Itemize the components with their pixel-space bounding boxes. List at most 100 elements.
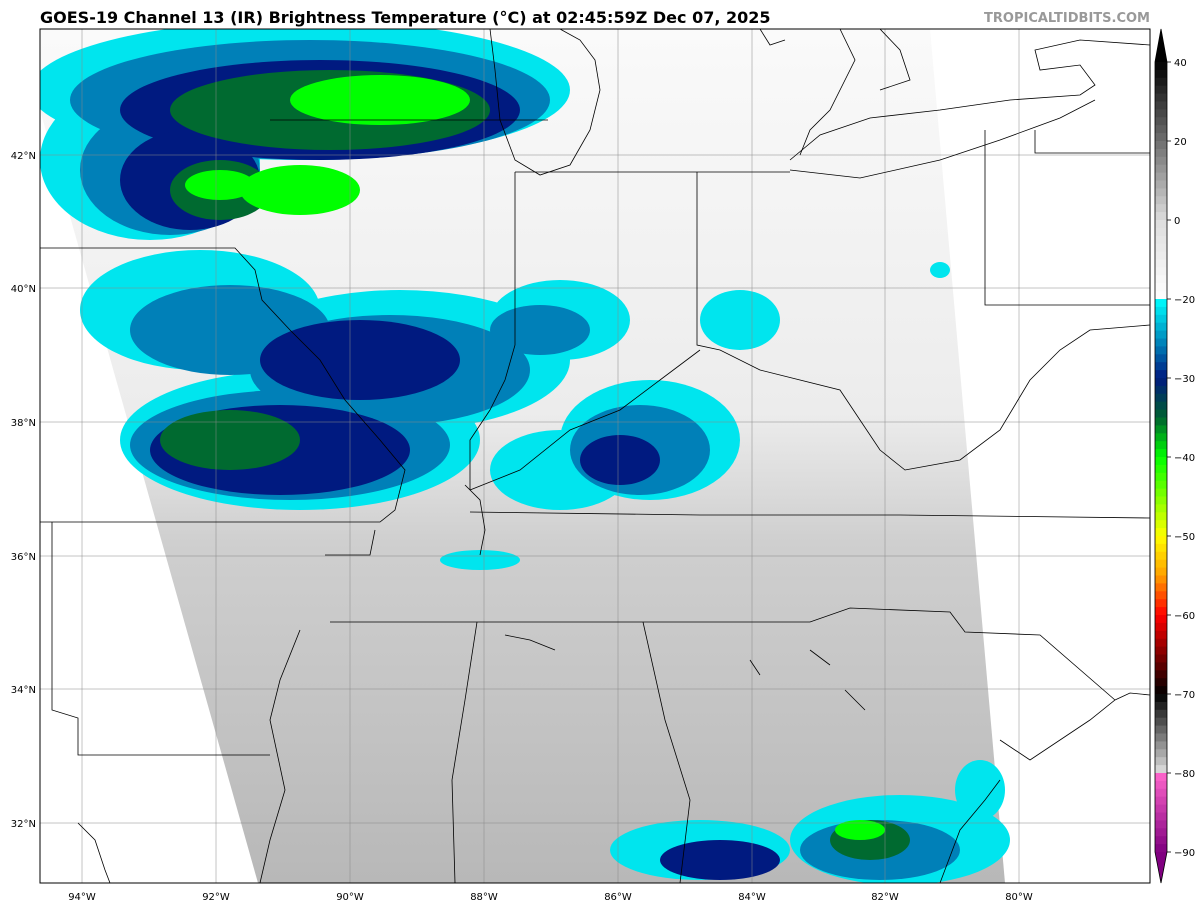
colorbar-segment bbox=[1155, 117, 1167, 126]
colorbar-segment bbox=[1155, 607, 1167, 616]
colorbar-segment bbox=[1155, 757, 1167, 766]
axis-labels: 94°W 92°W 90°W 88°W 86°W 84°W 82°W 80°W 42°N 40°N… bbox=[11, 151, 1033, 903]
colorbar-segment bbox=[1155, 93, 1167, 102]
colorbar-segment bbox=[1155, 291, 1167, 300]
colorbar-segment bbox=[1155, 354, 1167, 363]
colorbar-segment bbox=[1155, 496, 1167, 505]
longitude-label: 88°W bbox=[470, 892, 498, 903]
longitude-label: 94°W bbox=[68, 892, 96, 903]
colorbar-segment bbox=[1155, 536, 1167, 545]
cloud-blob bbox=[490, 305, 590, 355]
cloud-blob bbox=[580, 435, 660, 485]
colorbar-segment bbox=[1155, 528, 1167, 537]
colorbar-segment bbox=[1155, 622, 1167, 632]
colorbar-segment bbox=[1155, 662, 1167, 671]
latitude-label: 38°N bbox=[11, 418, 36, 429]
colorbar-segment bbox=[1155, 433, 1167, 442]
colorbar-segment bbox=[1155, 836, 1167, 845]
colorbar-segment bbox=[1155, 401, 1167, 411]
colorbar-segment bbox=[1155, 599, 1167, 608]
colorbar-segment bbox=[1155, 717, 1167, 727]
colorbar-segment bbox=[1155, 85, 1167, 95]
cloud-blob bbox=[660, 840, 780, 880]
colorbar-segment bbox=[1155, 306, 1167, 316]
cloud-blob bbox=[240, 165, 360, 215]
colorbar-segment bbox=[1155, 812, 1167, 821]
colorbar-segment bbox=[1155, 543, 1167, 553]
state-border bbox=[451, 621, 691, 883]
colorbar-segment bbox=[1155, 125, 1167, 134]
colorbar-segment bbox=[1155, 156, 1167, 166]
colorbar-segment bbox=[1155, 670, 1167, 679]
state-border bbox=[696, 172, 1150, 471]
colorbar-segment bbox=[1155, 227, 1167, 237]
colorbar-segment bbox=[1155, 188, 1167, 197]
lake-huron-coast bbox=[759, 29, 911, 156]
colorbar: 40 20 0 −20 −30 −40 −50 −60 −70 −80 −90 bbox=[1154, 28, 1195, 884]
cloud-blob bbox=[955, 760, 1005, 820]
colorbar-segment bbox=[1155, 275, 1167, 284]
colorbar-segment bbox=[1155, 512, 1167, 521]
map-title: GOES-19 Channel 13 (IR) Brightness Tempe… bbox=[40, 8, 771, 27]
boundaries bbox=[40, 29, 1150, 883]
colorbar-segment bbox=[1155, 322, 1167, 332]
colorbar-segment bbox=[1155, 630, 1167, 640]
colorbar-segment bbox=[1155, 259, 1167, 268]
colorbar-segment bbox=[1155, 709, 1167, 719]
colorbar-tick-label: −50 bbox=[1174, 532, 1195, 543]
colorbar-segment bbox=[1155, 393, 1167, 403]
latitude-label: 42°N bbox=[11, 151, 36, 162]
colorbar-segment bbox=[1155, 583, 1167, 592]
cloud-blob bbox=[930, 262, 950, 278]
colorbar-segment bbox=[1155, 457, 1167, 466]
cloud-blob bbox=[440, 550, 520, 570]
colorbar-segment bbox=[1155, 615, 1167, 624]
colorbar-segment bbox=[1155, 765, 1167, 774]
colorbar-tick-label: −60 bbox=[1174, 611, 1195, 622]
colorbar-segment bbox=[1155, 235, 1167, 245]
tennessee-kentucky-lakes bbox=[464, 484, 866, 711]
colorbar-segment bbox=[1155, 773, 1167, 782]
mississippi-river bbox=[259, 629, 301, 883]
colorbar-segment bbox=[1155, 575, 1167, 584]
cloud-features bbox=[40, 29, 1010, 883]
colorbar-segment bbox=[1155, 101, 1167, 110]
colorbar-segment bbox=[1155, 172, 1167, 181]
colorbar-segment bbox=[1155, 314, 1167, 324]
latitude-label: 40°N bbox=[11, 284, 36, 295]
colorbar-segment bbox=[1155, 299, 1167, 308]
cloud-blob bbox=[290, 75, 470, 125]
longitude-label: 84°W bbox=[738, 892, 766, 903]
colorbar-segment bbox=[1155, 330, 1167, 339]
longitude-label: 90°W bbox=[336, 892, 364, 903]
colorbar-segment bbox=[1155, 788, 1167, 798]
colorbar-segment bbox=[1155, 164, 1167, 174]
colorbar-segment bbox=[1155, 780, 1167, 790]
colorbar-segment bbox=[1155, 504, 1167, 513]
coastline bbox=[77, 692, 1150, 883]
gridlines bbox=[40, 29, 1150, 883]
colorbar-segment bbox=[1155, 804, 1167, 813]
colorbar-tick-label: −90 bbox=[1174, 848, 1195, 859]
colorbar-segment bbox=[1155, 646, 1167, 655]
watermark: TROPICALTIDBITS.COM bbox=[984, 11, 1150, 26]
latitude-label: 34°N bbox=[11, 685, 36, 696]
colorbar-segment bbox=[1155, 267, 1167, 276]
cloud-blob bbox=[260, 320, 460, 400]
colorbar-segment bbox=[1155, 425, 1167, 434]
colorbar-segment bbox=[1155, 385, 1167, 395]
colorbar-segment bbox=[1155, 133, 1167, 142]
colorbar-segment bbox=[1155, 749, 1167, 758]
colorbar-max-arrow bbox=[1155, 29, 1167, 62]
colorbar-segment bbox=[1155, 678, 1167, 687]
colorbar-tick-label: −40 bbox=[1174, 453, 1195, 464]
cloud-blob bbox=[160, 410, 300, 470]
colorbar-segment bbox=[1155, 204, 1167, 213]
map-area bbox=[40, 29, 1150, 883]
colorbar-segment bbox=[1155, 370, 1167, 379]
colorbar-segment bbox=[1155, 243, 1167, 253]
latitude-label: 32°N bbox=[11, 819, 36, 830]
longitude-label: 92°W bbox=[202, 892, 230, 903]
colorbar-tick-label: −20 bbox=[1174, 295, 1195, 306]
